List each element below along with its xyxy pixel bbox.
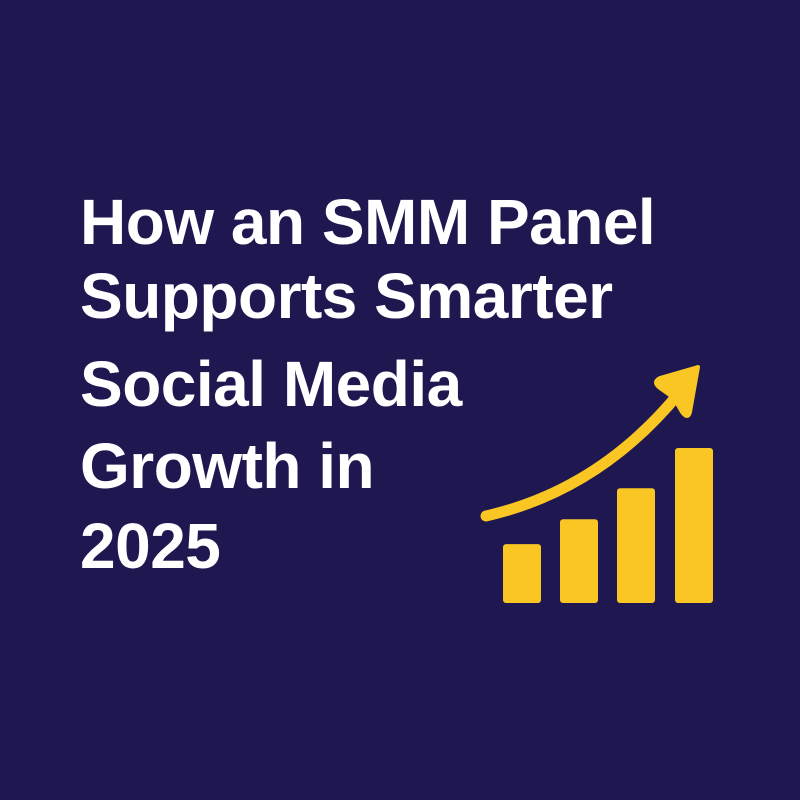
bars-group bbox=[503, 448, 713, 603]
headline-line-2: Supports Smarter bbox=[80, 260, 613, 332]
bar-2 bbox=[560, 519, 598, 603]
headline-line-4: Growth in bbox=[80, 430, 375, 502]
growth-arrow-shaft bbox=[480, 386, 686, 522]
headline-line-5: 2025 bbox=[80, 510, 221, 582]
headline-line-1: How an SMM Panel bbox=[80, 186, 656, 258]
bar-1 bbox=[503, 544, 541, 603]
headline-line-3: Social Media bbox=[80, 348, 462, 420]
growth-arrow-head-icon bbox=[654, 365, 700, 418]
bar-3 bbox=[617, 488, 655, 603]
bar-4 bbox=[675, 448, 713, 603]
